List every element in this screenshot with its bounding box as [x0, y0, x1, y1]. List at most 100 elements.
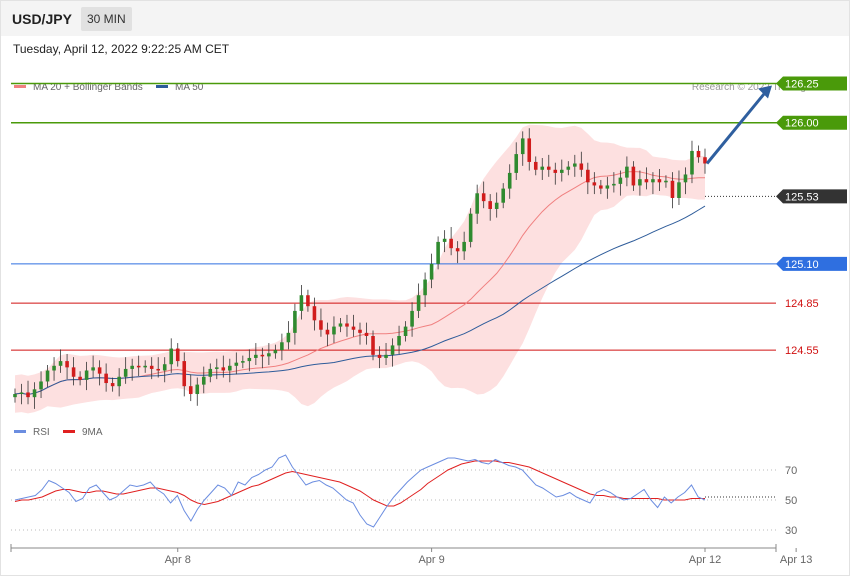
candle-body [703, 157, 707, 164]
candle-body [52, 365, 56, 371]
candle-body [514, 154, 519, 173]
ma50-line [14, 205, 706, 396]
candle [156, 357, 160, 378]
candlesticks [13, 128, 707, 409]
timeframe-button[interactable]: 30 MIN [81, 7, 132, 31]
candle [312, 297, 317, 331]
candle [599, 179, 603, 195]
candle-body [130, 365, 134, 369]
candle [71, 357, 76, 386]
candle [65, 354, 69, 380]
candle-body [586, 169, 590, 183]
candle-body [592, 182, 597, 186]
candle [586, 162, 590, 195]
rsi-ma-legend-swatch [63, 430, 75, 433]
candle-body [573, 163, 577, 167]
candle [677, 170, 681, 206]
candle-body [462, 241, 466, 252]
candle-body [351, 326, 356, 330]
candle-body [631, 166, 636, 186]
candle [403, 321, 408, 342]
candle-body [39, 381, 43, 390]
candle [306, 289, 310, 312]
candle [579, 151, 584, 177]
price-levels: 126.25 126.00 125.53 125.10 124.85 124.55 [11, 76, 847, 357]
candle [560, 159, 564, 182]
candle [13, 388, 17, 403]
candle [358, 322, 362, 345]
candle [573, 154, 577, 177]
candle [436, 236, 440, 270]
candle [175, 343, 180, 367]
candle-body [260, 354, 265, 357]
candle-body [149, 365, 154, 369]
candle [162, 357, 167, 383]
candle [397, 325, 401, 355]
candle-body [657, 179, 662, 183]
candle [182, 352, 187, 397]
candle-body [358, 329, 362, 333]
candle [481, 181, 486, 209]
candle-body [599, 185, 603, 189]
candle [657, 168, 662, 191]
candle [221, 355, 226, 378]
candle-body [221, 367, 226, 371]
candle [638, 170, 642, 196]
candle [423, 272, 427, 307]
candle-body [215, 367, 219, 369]
candle [703, 148, 707, 174]
candle-body [481, 193, 486, 202]
level-tag-125.10 [776, 256, 847, 271]
candle [201, 366, 206, 394]
rsi-legend-label: RSI [33, 427, 50, 438]
candle-body [293, 310, 297, 333]
candle-body [123, 368, 128, 377]
candle-body [612, 183, 616, 186]
ma50-legend-label: MA 50 [175, 82, 204, 93]
candle [338, 317, 343, 333]
x-tick-label: Apr 8 [165, 554, 191, 566]
candle-body [338, 323, 343, 327]
candle [540, 158, 545, 180]
candle [520, 131, 525, 166]
rsi-ma-legend-label: 9MA [82, 427, 103, 438]
candle [91, 355, 95, 378]
candle-body [325, 329, 330, 335]
candle-body [644, 179, 649, 183]
rsi-tick-50: 50 [785, 495, 797, 507]
candle [592, 172, 597, 195]
candle-body [683, 174, 688, 183]
candle [364, 322, 369, 345]
candle-body [32, 389, 37, 398]
candle-body [319, 320, 323, 330]
candle-body [26, 392, 30, 398]
candle [631, 161, 636, 191]
candle [514, 142, 519, 180]
candle-body [332, 326, 336, 335]
candle [241, 355, 245, 369]
candle [254, 343, 258, 366]
x-tick-label: Apr 13 [780, 554, 812, 566]
candle-body [507, 172, 512, 189]
bollinger-band-area [15, 124, 705, 414]
candle-body [618, 177, 623, 184]
candle-body [143, 365, 147, 368]
candle [169, 338, 174, 373]
candle-body [690, 150, 694, 175]
candle-body [429, 263, 434, 280]
candle-body [520, 138, 525, 155]
candle [228, 358, 232, 383]
candle-body [162, 364, 167, 371]
candle [612, 172, 616, 193]
rsi-legend-swatch [14, 430, 26, 433]
candle [97, 360, 102, 386]
candle [566, 161, 571, 176]
candle [45, 365, 50, 387]
candle [123, 357, 128, 384]
candle [234, 352, 239, 375]
candle [371, 330, 375, 361]
candle [325, 322, 330, 347]
last-price-label: 125.53 [785, 191, 819, 203]
candle [39, 371, 43, 398]
